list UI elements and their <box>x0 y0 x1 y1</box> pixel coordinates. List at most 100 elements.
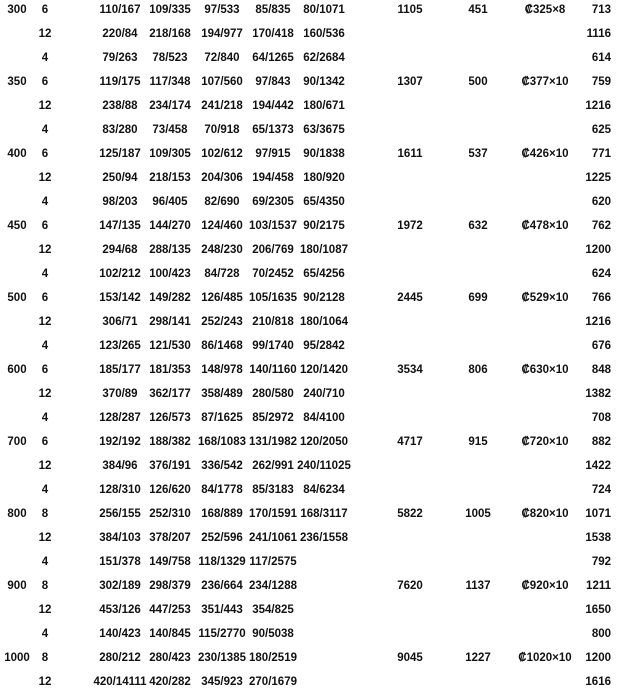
col-4-cell: 140/1160 <box>249 364 297 376</box>
count-cell: 4 <box>41 412 49 424</box>
table-row: 4 98/203 96/405 82/690 69/2305 65/4350 620 <box>0 192 623 216</box>
col-5-cell: 180/1087 <box>300 244 348 256</box>
col-2-cell: 149/282 <box>149 292 191 304</box>
col-1-cell: 83/280 <box>102 124 138 136</box>
col-6-cell: 3534 <box>397 364 423 376</box>
col-2-cell: 234/174 <box>149 100 191 112</box>
table-row: 4 123/265 121/530 86/1468 99/1740 95/2842 676 <box>0 336 623 360</box>
col-last-cell: 1211 <box>586 580 611 592</box>
table-row: 4 79/263 78/523 72/840 64/1265 62/2684 614 <box>0 48 623 72</box>
count-cell: 12 <box>38 316 52 328</box>
col-3-cell: 336/542 <box>201 460 243 472</box>
col-2-cell: 420/282 <box>149 676 191 688</box>
col-last-cell: 1216 <box>585 100 611 112</box>
col-6-cell: 1105 <box>397 4 423 16</box>
count-cell: 12 <box>38 388 52 400</box>
table-row: 700 6 192/192 188/382 168/1083 131/1982 120/20… <box>0 432 623 456</box>
col-2-cell: 298/379 <box>149 580 191 592</box>
col-1-cell: 153/142 <box>99 292 141 304</box>
col-5-cell: 90/1838 <box>303 148 345 160</box>
col-2-cell: 144/270 <box>149 220 191 232</box>
col-4-cell: 234/1288 <box>249 580 297 592</box>
nominal-diameter-cell: 500 <box>7 292 27 304</box>
col-6-cell: 1307 <box>397 76 423 88</box>
col-last-cell: 1200 <box>585 244 611 256</box>
col-4-cell: 170/418 <box>252 28 294 40</box>
count-cell: 4 <box>41 268 49 280</box>
col-last-cell: 792 <box>591 556 611 568</box>
col-4-cell: 210/818 <box>252 316 294 328</box>
col-1-cell: 147/135 <box>99 220 141 232</box>
col-1-cell: 250/94 <box>102 172 138 184</box>
col-2-cell: 121/530 <box>149 340 191 352</box>
col-2-cell: 117/348 <box>149 76 191 88</box>
table-row: 4 83/280 73/458 70/918 65/1373 63/3675 625 <box>0 120 623 144</box>
col-4-cell: 194/442 <box>252 100 294 112</box>
nominal-diameter-cell: 300 <box>7 4 27 16</box>
col-1-cell: 384/103 <box>99 532 141 544</box>
col-4-cell: 99/1740 <box>252 340 294 352</box>
col-7-cell: 1005 <box>465 508 491 520</box>
col-5-cell: 180/1064 <box>300 316 348 328</box>
col-3-cell: 70/918 <box>204 124 240 136</box>
col-6-cell: 7620 <box>397 580 423 592</box>
col-6-cell: 1972 <box>397 220 423 232</box>
col-4-cell: 65/1373 <box>252 124 294 136</box>
col-5-cell: 240/11025 <box>297 460 351 472</box>
table-row: 4 102/212 100/423 84/728 70/2452 65/4256 624 <box>0 264 623 288</box>
col-4-cell: 90/5038 <box>252 628 294 640</box>
col-3-cell: 358/489 <box>201 388 243 400</box>
col-5-cell: 120/2050 <box>300 436 348 448</box>
table-row: 400 6 125/187 109/305 102/612 97/915 90/1838 16… <box>0 144 623 168</box>
col-5-cell: 84/4100 <box>303 412 345 424</box>
col-3-cell: 230/1385 <box>198 652 246 664</box>
col-last-cell: 713 <box>591 4 611 16</box>
col-last-cell: 882 <box>591 436 611 448</box>
col-1-cell: 453/126 <box>99 604 141 616</box>
col-3-cell: 84/728 <box>204 268 240 280</box>
table-row: 12 384/103 378/207 252/596 241/1061 236/1558 1… <box>0 528 623 552</box>
col-4-cell: 262/991 <box>252 460 294 472</box>
col-6-cell: 2445 <box>397 292 423 304</box>
pipe-spec-cell: ₡920×10 <box>521 580 569 592</box>
col-4-cell: 64/1265 <box>252 52 294 64</box>
col-6-cell: 9045 <box>397 652 423 664</box>
col-last-cell: 759 <box>591 76 611 88</box>
col-5-cell: 65/4256 <box>303 268 345 280</box>
col-last-cell: 624 <box>591 268 611 280</box>
col-2-cell: 447/253 <box>149 604 191 616</box>
col-4-cell: 131/1982 <box>249 436 297 448</box>
col-last-cell: 1538 <box>585 532 611 544</box>
col-2-cell: 280/423 <box>149 652 191 664</box>
count-cell: 8 <box>41 580 49 592</box>
col-4-cell: 206/769 <box>252 244 294 256</box>
table-row: 500 6 153/142 149/282 126/485 105/1635 90/2128… <box>0 288 623 312</box>
pipe-spec-cell: ₡426×10 <box>521 148 569 160</box>
col-5-cell: 180/671 <box>303 100 345 112</box>
col-2-cell: 140/845 <box>149 628 191 640</box>
col-3-cell: 168/1083 <box>198 436 246 448</box>
table-row: 350 6 119/175 117/348 107/560 97/843 90/1342 13… <box>0 72 623 96</box>
col-2-cell: 109/305 <box>149 148 191 160</box>
nominal-diameter-cell: 1000 <box>4 652 30 664</box>
col-last-cell: 1116 <box>586 28 611 40</box>
col-4-cell: 85/3183 <box>252 484 294 496</box>
count-cell: 6 <box>41 220 49 232</box>
col-7-cell: 915 <box>468 436 488 448</box>
col-last-cell: 1422 <box>585 460 611 472</box>
col-1-cell: 220/84 <box>102 28 138 40</box>
count-cell: 4 <box>41 628 49 640</box>
count-cell: 6 <box>41 436 49 448</box>
col-5-cell: 90/2175 <box>303 220 345 232</box>
col-6-cell: 1611 <box>397 148 423 160</box>
col-1-cell: 102/212 <box>99 268 141 280</box>
nominal-diameter-cell: 450 <box>7 220 27 232</box>
col-1-cell: 119/175 <box>99 76 141 88</box>
col-1-cell: 294/68 <box>102 244 138 256</box>
col-3-cell: 115/2770 <box>198 628 246 640</box>
count-cell: 8 <box>41 652 49 664</box>
col-last-cell: 724 <box>591 484 611 496</box>
count-cell: 12 <box>38 532 52 544</box>
col-7-cell: 632 <box>468 220 488 232</box>
count-cell: 6 <box>41 4 49 16</box>
